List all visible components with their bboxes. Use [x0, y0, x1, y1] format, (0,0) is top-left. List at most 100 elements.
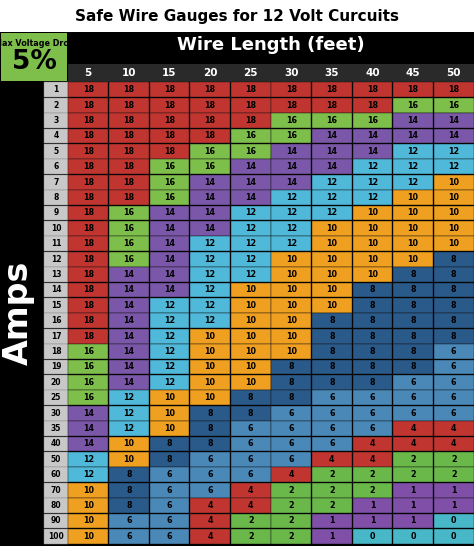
Text: 16: 16	[83, 347, 94, 356]
FancyBboxPatch shape	[434, 98, 474, 112]
FancyBboxPatch shape	[1, 33, 67, 81]
FancyBboxPatch shape	[68, 313, 108, 328]
FancyBboxPatch shape	[272, 190, 311, 205]
Text: 2: 2	[329, 501, 335, 510]
Text: 12: 12	[83, 470, 94, 479]
Text: 8: 8	[410, 286, 416, 294]
Text: 14: 14	[123, 270, 135, 279]
FancyBboxPatch shape	[231, 390, 271, 405]
FancyBboxPatch shape	[150, 421, 190, 436]
Text: 12: 12	[245, 239, 256, 248]
FancyBboxPatch shape	[393, 344, 433, 359]
FancyBboxPatch shape	[68, 236, 108, 251]
Text: 14: 14	[408, 132, 419, 140]
FancyBboxPatch shape	[434, 221, 474, 236]
Text: 8: 8	[370, 331, 375, 341]
Text: 12: 12	[245, 209, 256, 217]
Text: 14: 14	[448, 116, 459, 125]
Text: 5: 5	[85, 68, 92, 78]
Text: 6: 6	[248, 440, 254, 448]
Text: 10: 10	[205, 363, 216, 371]
FancyBboxPatch shape	[44, 190, 68, 205]
FancyBboxPatch shape	[109, 498, 149, 513]
Text: 2: 2	[370, 470, 375, 479]
FancyBboxPatch shape	[434, 375, 474, 390]
Text: 14: 14	[123, 316, 135, 325]
Text: 6: 6	[370, 424, 375, 433]
Text: 10: 10	[408, 209, 419, 217]
Text: 10: 10	[245, 316, 256, 325]
Text: 8: 8	[370, 378, 375, 387]
FancyBboxPatch shape	[353, 452, 392, 467]
Text: Max Voltage Drop: Max Voltage Drop	[0, 39, 74, 49]
Text: 10: 10	[448, 177, 459, 187]
FancyBboxPatch shape	[150, 282, 190, 298]
Text: 8: 8	[370, 316, 375, 325]
FancyBboxPatch shape	[68, 128, 108, 143]
Text: 16: 16	[51, 316, 61, 325]
Text: 12: 12	[164, 316, 175, 325]
FancyBboxPatch shape	[231, 205, 271, 220]
FancyBboxPatch shape	[353, 236, 392, 251]
FancyBboxPatch shape	[393, 421, 433, 436]
Text: 16: 16	[123, 224, 135, 233]
Text: 6: 6	[370, 393, 375, 402]
FancyBboxPatch shape	[190, 390, 230, 405]
Text: 16: 16	[327, 116, 337, 125]
FancyBboxPatch shape	[68, 144, 108, 159]
Text: 6: 6	[248, 470, 254, 479]
Text: 12: 12	[51, 254, 61, 264]
Text: 15: 15	[162, 68, 177, 78]
FancyBboxPatch shape	[272, 236, 311, 251]
FancyBboxPatch shape	[353, 144, 392, 159]
Text: 2: 2	[329, 470, 335, 479]
FancyBboxPatch shape	[231, 406, 271, 420]
FancyBboxPatch shape	[353, 344, 392, 359]
FancyBboxPatch shape	[109, 298, 149, 313]
Text: 14: 14	[164, 209, 175, 217]
FancyBboxPatch shape	[231, 529, 271, 544]
FancyBboxPatch shape	[312, 205, 352, 220]
FancyBboxPatch shape	[231, 483, 271, 497]
FancyBboxPatch shape	[393, 483, 433, 497]
Text: 14: 14	[448, 132, 459, 140]
Text: 18: 18	[164, 85, 175, 94]
Text: 12: 12	[123, 393, 135, 402]
Text: 16: 16	[83, 393, 94, 402]
FancyBboxPatch shape	[312, 529, 352, 544]
Text: 18: 18	[83, 132, 94, 140]
Text: 8: 8	[126, 501, 132, 510]
Text: 10: 10	[367, 224, 378, 233]
Text: 6: 6	[329, 393, 335, 402]
FancyBboxPatch shape	[312, 375, 352, 390]
Text: 18: 18	[164, 116, 175, 125]
Text: 4: 4	[207, 532, 213, 541]
Text: 4: 4	[370, 455, 375, 464]
Text: 14: 14	[83, 440, 94, 448]
FancyBboxPatch shape	[434, 390, 474, 405]
FancyBboxPatch shape	[434, 483, 474, 497]
FancyBboxPatch shape	[68, 467, 108, 482]
FancyBboxPatch shape	[231, 513, 271, 529]
Text: 10: 10	[83, 501, 94, 510]
FancyBboxPatch shape	[434, 513, 474, 529]
FancyBboxPatch shape	[434, 113, 474, 128]
FancyBboxPatch shape	[109, 144, 149, 159]
FancyBboxPatch shape	[272, 282, 311, 298]
Text: 14: 14	[286, 177, 297, 187]
FancyBboxPatch shape	[393, 375, 433, 390]
Text: 20: 20	[51, 378, 61, 387]
Text: 12: 12	[286, 209, 297, 217]
Text: 12: 12	[205, 286, 216, 294]
Text: 10: 10	[367, 239, 378, 248]
Text: 6: 6	[329, 424, 335, 433]
FancyBboxPatch shape	[353, 159, 392, 174]
FancyBboxPatch shape	[312, 513, 352, 529]
FancyBboxPatch shape	[44, 513, 68, 529]
Text: 6: 6	[248, 424, 254, 433]
Text: 18: 18	[123, 100, 135, 110]
Text: 18: 18	[286, 100, 297, 110]
Text: 12: 12	[205, 239, 216, 248]
Text: 10: 10	[408, 224, 419, 233]
FancyBboxPatch shape	[272, 313, 311, 328]
